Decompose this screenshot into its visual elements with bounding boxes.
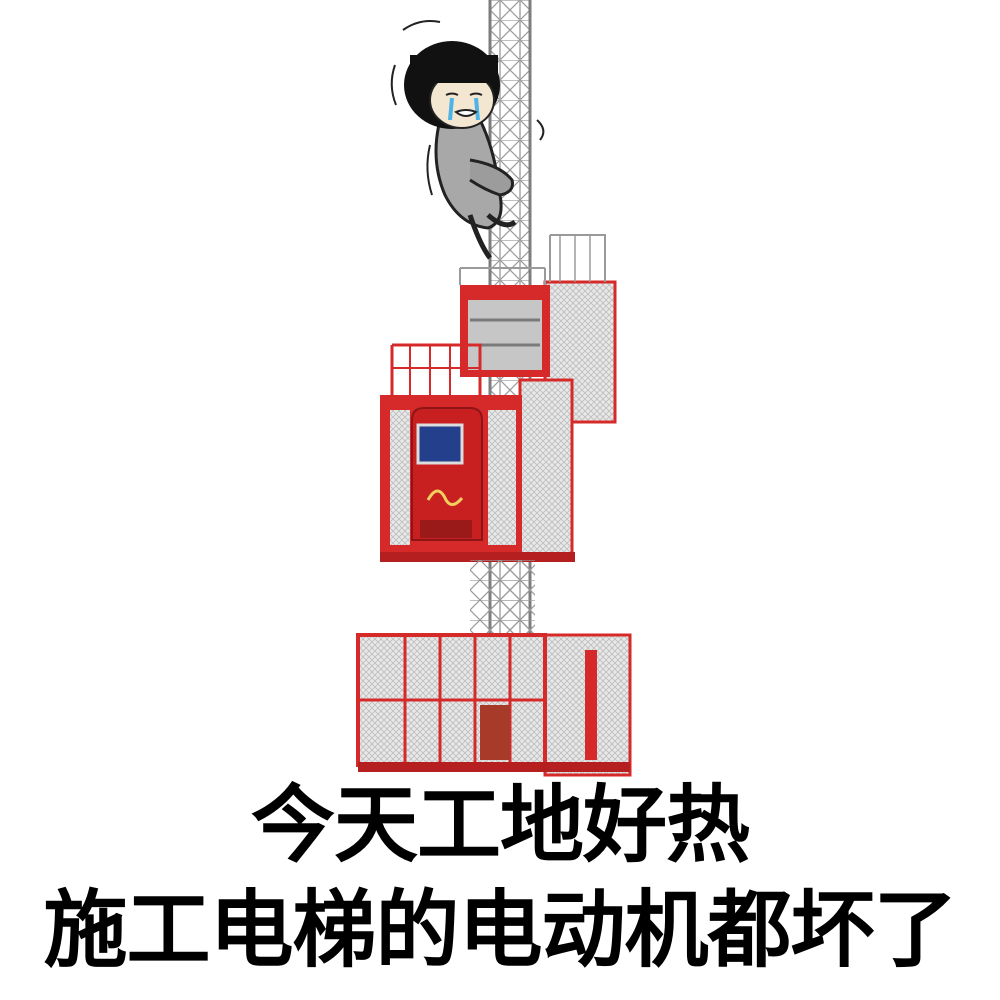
lower-cage bbox=[356, 560, 632, 777]
caption-line-1: 今天工地好热 bbox=[250, 776, 750, 874]
main-cab bbox=[380, 343, 575, 562]
meme-illustration bbox=[356, 0, 632, 777]
crying-character-icon bbox=[390, 20, 545, 260]
upper-rear-cage bbox=[459, 234, 617, 424]
caption-line-2: 施工电梯的电动机都坏了 bbox=[43, 881, 957, 979]
